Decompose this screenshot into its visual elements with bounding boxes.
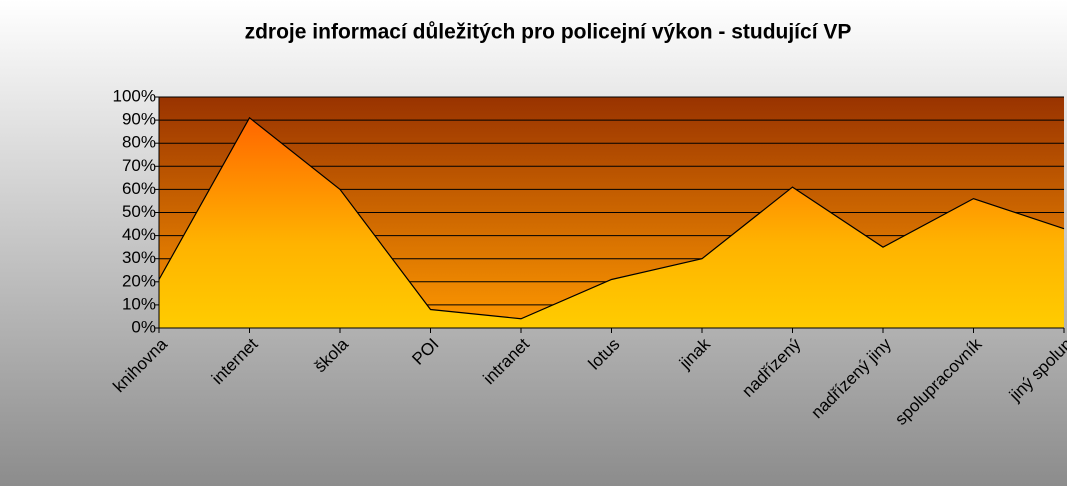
y-tick-label: 40% [122,225,156,244]
y-tick-label: 50% [122,202,156,221]
y-tick-label: 80% [122,133,156,152]
y-tick-label: 20% [122,271,156,290]
area [159,117,1064,328]
y-tick-label: 0% [131,317,156,336]
y-tick-label: 90% [122,110,156,129]
y-tick-label: 30% [122,248,156,267]
y-tick-label: 10% [122,294,156,313]
y-tick-label: 100% [113,86,156,105]
chart-title: zdroje informací důležitých pro policejn… [245,21,852,44]
y-tick-label: 60% [122,179,156,198]
y-tick-label: 70% [122,156,156,175]
area-outline [158,116,1065,320]
